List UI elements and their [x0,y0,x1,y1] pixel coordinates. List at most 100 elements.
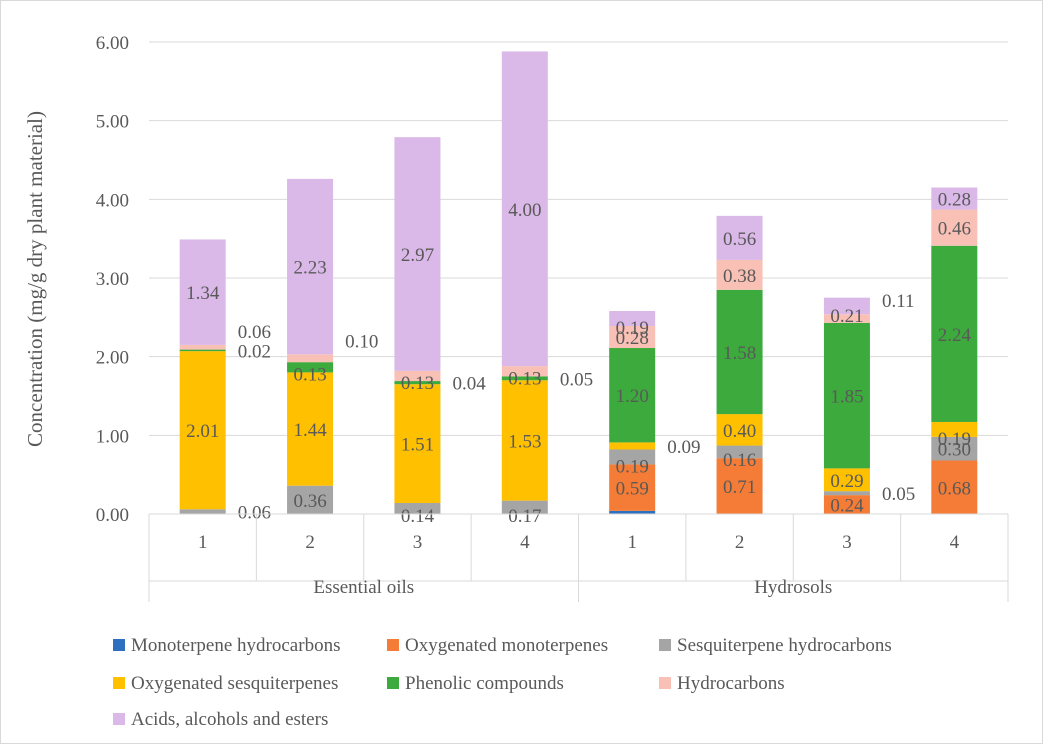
data-label: 0.05 [882,484,915,505]
bar-segment [609,442,656,450]
legend-label: Phenolic compounds [405,673,564,694]
legend-item: Phenolic compounds [387,673,564,694]
data-label: 1.20 [616,386,649,407]
bar-segment [501,380,548,501]
y-tick-label: 4.00 [96,190,129,211]
data-label: 0.46 [938,219,971,240]
bar-segment [609,464,656,511]
data-label: 1.51 [401,435,434,456]
data-label: 0.29 [830,471,863,492]
x-tick-label: 1 [627,532,637,553]
bar-segment [609,348,656,443]
bars [179,51,978,514]
data-label: 0.06 [238,503,271,524]
bar-segment [823,495,870,514]
data-label: 0.28 [616,328,649,349]
bar-segment [609,510,656,514]
bar-segment [931,460,978,514]
data-label: 0.71 [723,477,756,498]
data-labels: 0.59 0.71 0.24 0.68 0.06 0.36 0.14 0.17 0.19 0.16… [186,190,971,527]
data-label: 0.19 [616,318,649,339]
legend-item: Oxygenated sesquiterpenes [113,673,338,694]
legend-swatch [659,677,671,689]
legend-item: Oxygenated monoterpenes [387,635,608,656]
data-label: 0.36 [293,491,326,512]
legend-item: Acids, alcohols and esters [113,709,328,730]
data-label: 4.00 [508,200,541,221]
data-label: 0.16 [723,450,756,471]
bar-segment [287,354,334,363]
legend-label: Sesquiterpene hydrocarbons [677,635,892,656]
data-label: 1.58 [723,343,756,364]
bar-segment [179,349,226,352]
legend-label: Acids, alcohols and esters [131,709,328,730]
data-label: 1.53 [508,431,541,452]
legend-item: Hydrocarbons [659,673,785,694]
bar-segment [823,297,870,315]
bar-segment [931,245,978,422]
data-label: 0.14 [401,506,435,527]
bar-segment [609,325,656,349]
bar-segment [716,445,763,459]
bar-segment [716,259,763,290]
data-label: 2.24 [938,325,972,346]
x-tick-label: 2 [735,532,745,553]
bar-segment [179,344,226,350]
bar-segment [179,351,226,510]
bar-segment [823,468,870,492]
legend-swatch [113,713,125,725]
bar-segment [823,314,870,323]
data-label: 2.01 [186,421,219,442]
legend-swatch [659,639,671,651]
data-label: 0.59 [616,479,649,500]
legend-item: Monoterpene hydrocarbons [113,635,340,656]
data-label: 0.17 [508,506,541,527]
legend-swatch [113,677,125,689]
legend-swatch [387,677,399,689]
bar-segment [179,239,226,345]
legend-label: Oxygenated monoterpenes [405,635,608,656]
data-label: 1.34 [186,283,220,304]
data-label: 0.10 [345,331,378,352]
data-label: 0.40 [723,421,756,442]
y-tick-label: 3.00 [96,269,129,290]
bar-segment [823,322,870,469]
y-tick-label: 2.00 [96,348,129,369]
x-tick-label: 1 [198,532,208,553]
bar-segment [501,51,548,367]
data-label: 0.24 [830,496,864,517]
bar-segment [609,449,656,465]
data-label: 0.06 [238,322,271,343]
bar-segment [394,502,441,514]
bar-segment [394,384,441,503]
bar-segment [287,362,334,373]
legend-item: Sesquiterpene hydrocarbons [659,635,892,656]
legend: Monoterpene hydrocarbons Oxygenated monot… [113,635,892,730]
legend-label: Hydrocarbons [677,673,785,694]
y-tick-label: 5.00 [96,112,129,133]
bar-segment [931,421,978,437]
bar-segment [287,178,334,355]
bar-segment [501,366,548,377]
y-tick-label: 1.00 [96,426,129,447]
legend-label: Monoterpene hydrocarbons [131,635,340,656]
data-label: 1.44 [293,420,327,441]
data-label: 0.13 [508,368,541,389]
x-group-label: Hydrosols [754,577,832,598]
bar-segment [501,376,548,381]
bar-segment [716,414,763,446]
data-label: 0.13 [293,364,326,385]
data-label: 2.23 [293,258,326,279]
bar-segment [501,500,548,514]
y-tick-label: 0.00 [96,505,129,526]
x-tick-label: 4 [520,532,530,553]
bar-segment [287,485,334,514]
legend-label: Oxygenated sesquiterpenes [131,673,338,694]
data-label: 0.19 [938,429,971,450]
x-tick-label: 2 [305,532,315,553]
legend-swatch [113,639,125,651]
bar-segment [609,311,656,326]
axes: 0.00 1.00 2.00 3.00 4.00 5.00 6.00 1 2 3 4 Essentia… [96,33,1009,602]
